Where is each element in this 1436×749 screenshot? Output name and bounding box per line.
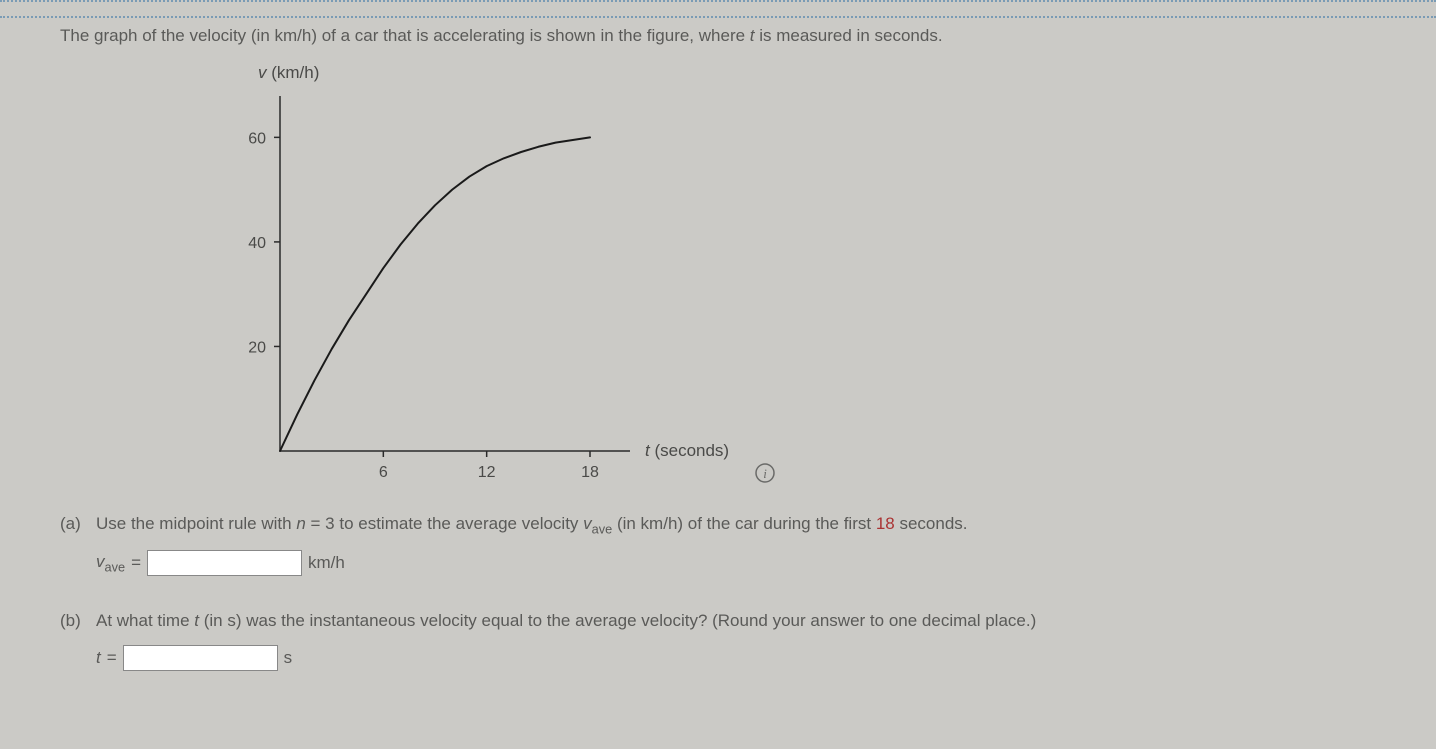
svg-text:40: 40	[248, 235, 266, 252]
svg-text:20: 20	[248, 339, 266, 356]
question-prefix: The graph of the velocity (in km/h) of a…	[60, 26, 750, 45]
part-b-answer-var: t	[96, 648, 101, 668]
part-b-body: At what time t (in s) was the instantane…	[96, 611, 1376, 671]
chart-svg: v (km/h) 20 40 60 6 12 18 t (seconds) i	[180, 56, 790, 496]
part-b-label: (b)	[60, 611, 96, 631]
svg-text:6: 6	[379, 464, 388, 481]
part-a-input[interactable]	[147, 550, 302, 576]
svg-text:i: i	[763, 466, 767, 481]
part-a-av-v: v	[96, 552, 105, 571]
part-a-prefix: Use the midpoint rule with	[96, 514, 296, 533]
part-b-equals: =	[107, 648, 117, 668]
part-a-suffix1: (in km/h) of the car during the first	[612, 514, 876, 533]
part-b-input[interactable]	[123, 645, 278, 671]
part-b-mid: (in s) was the instantaneous velocity eq…	[199, 611, 1036, 630]
part-a-answer-row: vave = km/h	[96, 550, 1376, 576]
part-b-prefix: At what time	[96, 611, 194, 630]
part-a-unit: km/h	[308, 553, 345, 573]
part-a-body: Use the midpoint rule with n = 3 to esti…	[96, 514, 1376, 576]
svg-text:v (km/h): v (km/h)	[258, 63, 319, 82]
part-a-eq: = 3 to estimate the average velocity	[306, 514, 583, 533]
part-a-v: v	[583, 514, 592, 533]
part-a-label: (a)	[60, 514, 96, 534]
svg-text:60: 60	[248, 130, 266, 147]
svg-text:12: 12	[478, 464, 496, 481]
part-a-rednum: 18	[876, 514, 895, 533]
part-b: (b) At what time t (in s) was the instan…	[60, 611, 1376, 671]
part-a-equals: =	[131, 553, 141, 573]
part-a-suffix2: seconds.	[895, 514, 968, 533]
part-b-answer-row: t = s	[96, 645, 1376, 671]
part-a-n: n	[296, 514, 305, 533]
part-a-sub: ave	[592, 521, 613, 536]
part-b-unit: s	[284, 648, 293, 668]
part-a-answer-var: vave	[96, 552, 125, 574]
part-a: (a) Use the midpoint rule with n = 3 to …	[60, 514, 1376, 576]
question-text: The graph of the velocity (in km/h) of a…	[60, 26, 1376, 46]
svg-text:t (seconds): t (seconds)	[645, 441, 729, 460]
question-suffix: is measured in seconds.	[755, 26, 943, 45]
svg-text:18: 18	[581, 464, 599, 481]
velocity-chart: v (km/h) 20 40 60 6 12 18 t (seconds) i	[180, 56, 1376, 496]
content-area: The graph of the velocity (in km/h) of a…	[0, 18, 1436, 671]
dotted-divider	[0, 0, 1436, 18]
parts: (a) Use the midpoint rule with n = 3 to …	[60, 514, 1376, 671]
part-a-av-sub: ave	[105, 560, 126, 575]
